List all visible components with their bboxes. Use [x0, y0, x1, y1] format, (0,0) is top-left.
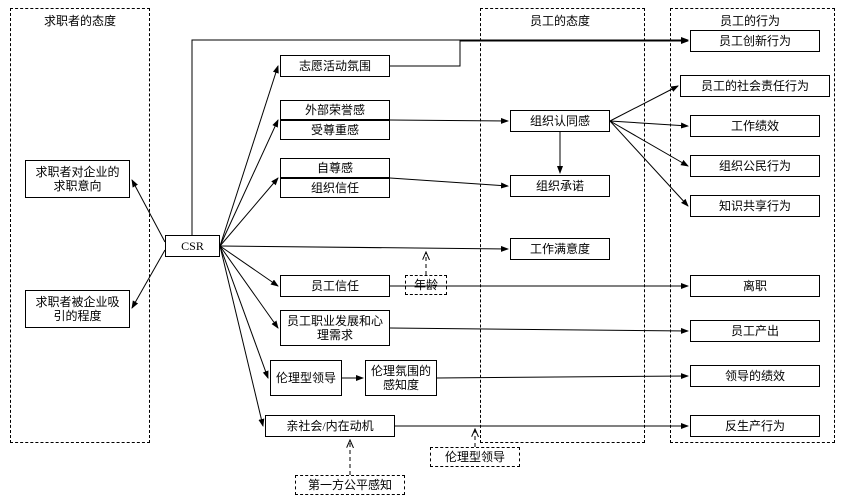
box-career-need: 员工职业发展和心理需求 — [280, 310, 390, 346]
box-performance: 工作绩效 — [690, 115, 820, 137]
box-emp-trust: 员工信任 — [280, 275, 390, 297]
box-knowledge: 知识共享行为 — [690, 195, 820, 217]
box-jobseeker-attraction: 求职者被企业吸引的程度 — [25, 290, 130, 328]
box-prosocial: 亲社会/内在动机 — [265, 415, 395, 437]
box-leader-result: 领导的绩效 — [690, 365, 820, 387]
header-employee-attitude: 员工的态度 — [500, 12, 620, 29]
box-org-trust: 组织信任 — [280, 178, 390, 198]
box-output: 员工产出 — [690, 320, 820, 342]
box-respect: 受尊重感 — [280, 120, 390, 140]
box-social-resp: 员工的社会责任行为 — [680, 75, 830, 97]
box-age: 年龄 — [405, 275, 447, 295]
box-fairness: 第一方公平感知 — [295, 475, 405, 495]
group-employee-attitude — [480, 8, 645, 443]
box-counterprod: 反生产行为 — [690, 415, 820, 437]
box-org-identity: 组织认同感 — [510, 110, 610, 132]
header-employee-behavior: 员工的行为 — [685, 12, 815, 29]
box-innovation: 员工创新行为 — [690, 30, 820, 52]
box-jobseeker-intention: 求职者对企业的求职意向 — [25, 160, 130, 198]
box-ocb: 组织公民行为 — [690, 155, 820, 177]
box-ethical-climate: 伦理氛围的感知度 — [365, 360, 437, 396]
box-job-sat: 工作满意度 — [510, 238, 610, 260]
box-external-honor: 外部荣誉感 — [280, 100, 390, 120]
box-org-commit: 组织承诺 — [510, 175, 610, 197]
box-self-esteem: 自尊感 — [280, 158, 390, 178]
box-volunteer: 志愿活动氛围 — [280, 55, 390, 77]
header-jobseeker: 求职者的态度 — [20, 12, 140, 29]
diagram-canvas: 求职者的态度 员工的态度 员工的行为 求职者对企业的求职意向 求职者被企业吸引的… — [0, 0, 844, 500]
box-turnover: 离职 — [690, 275, 820, 297]
box-csr: CSR — [165, 235, 220, 257]
box-ethical-leader2: 伦理型领导 — [430, 447, 520, 467]
group-jobseeker — [10, 8, 150, 443]
box-ethical-leader: 伦理型领导 — [270, 360, 342, 396]
